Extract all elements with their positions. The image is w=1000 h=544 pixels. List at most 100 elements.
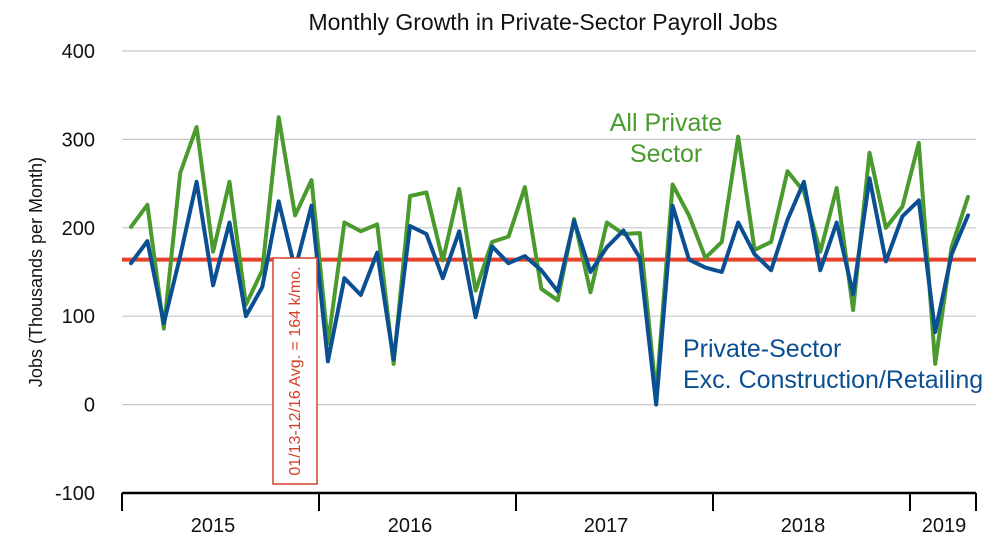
series-all-private-sector: [129, 115, 970, 397]
excl-point: [721, 272, 722, 273]
excl-point: [574, 220, 575, 221]
x-tick-label: 2017: [584, 515, 629, 537]
annotation-all-private-line1: All Private: [610, 109, 723, 137]
annotation-excl-line1: Private-Sector: [683, 335, 841, 363]
all-private-point: [344, 222, 345, 223]
all-private-point: [820, 251, 821, 252]
all-private-point: [590, 292, 591, 293]
all-private-point: [360, 231, 361, 232]
annotation-all-private-line2: Sector: [630, 140, 702, 168]
excl-point: [311, 205, 312, 206]
excl-point: [623, 230, 624, 231]
excl-point: [229, 222, 230, 223]
y-tick-label: 300: [62, 129, 95, 151]
all-private-point: [869, 152, 870, 153]
excl-point: [442, 278, 443, 279]
all-private-point: [475, 290, 476, 291]
excl-point: [426, 233, 427, 234]
all-private-point: [836, 188, 837, 189]
all-private-point: [935, 363, 936, 364]
all-private-point: [951, 247, 952, 248]
x-tick-label: 2016: [388, 515, 433, 537]
x-tick-label: 2019: [922, 515, 967, 537]
excl-point: [393, 359, 394, 360]
excl-point: [590, 272, 591, 273]
all-private-point: [689, 215, 690, 216]
excl-point: [836, 222, 837, 223]
all-private-point: [426, 192, 427, 193]
excl-point: [410, 226, 411, 227]
all-private-point: [229, 181, 230, 182]
excl-point: [689, 259, 690, 260]
excl-point: [131, 263, 132, 264]
x-axis: [121, 491, 977, 511]
excl-point: [935, 332, 936, 333]
excl-point: [803, 181, 804, 182]
excl-point: [245, 316, 246, 317]
all-private-point: [311, 180, 312, 181]
all-private-point: [278, 117, 279, 118]
all-private-point: [508, 236, 509, 237]
excl-point: [672, 205, 673, 206]
excl-point: [360, 294, 361, 295]
excl-point: [377, 252, 378, 253]
gridlines: [122, 50, 976, 406]
y-axis-label-group: Jobs (Thousands per Month): [26, 157, 46, 387]
excl-point: [885, 261, 886, 262]
x-tick-labels: 2015 2016 2017 2018 2019: [191, 515, 967, 537]
excl-point: [541, 270, 542, 271]
all-private-point: [853, 310, 854, 311]
excl-point: [853, 294, 854, 295]
excl-point: [656, 404, 657, 405]
all-private-point: [131, 226, 132, 227]
all-private-point: [902, 206, 903, 207]
all-private-point: [705, 257, 706, 258]
all-private-point: [639, 233, 640, 234]
excl-point: [180, 256, 181, 257]
all-private-point: [885, 227, 886, 228]
y-tick-label: -100: [55, 483, 95, 505]
excl-point: [968, 215, 969, 216]
excl-point: [147, 241, 148, 242]
excl-point: [213, 285, 214, 286]
excl-point: [951, 254, 952, 255]
excl-point: [557, 291, 558, 292]
excl-point: [475, 317, 476, 318]
excl-point: [738, 222, 739, 223]
all-private-point: [524, 187, 525, 188]
excl-point: [278, 201, 279, 202]
all-private-point: [918, 142, 919, 143]
all-private-point: [459, 188, 460, 189]
all-private-point: [442, 260, 443, 261]
excl-point: [705, 267, 706, 268]
average-annotation-box: [272, 257, 318, 485]
chart-title: Monthly Growth in Private-Sector Payroll…: [308, 9, 777, 35]
y-tick-label: 100: [62, 306, 95, 328]
excl-point: [327, 361, 328, 362]
y-tick-label: 400: [62, 41, 95, 63]
excl-point: [771, 270, 772, 271]
all-private-point: [672, 184, 673, 185]
average-annotation-text: 01/13-12/16 Avg. = 164 k/mo.: [287, 266, 304, 475]
x-tick-label: 2015: [191, 515, 236, 537]
excl-point: [262, 287, 263, 288]
excl-point: [508, 263, 509, 264]
all-private-point: [377, 224, 378, 225]
all-private-point: [393, 363, 394, 364]
series-private-exc-construction-retailing: [129, 176, 970, 407]
all-private-point: [606, 222, 607, 223]
y-tick-labels: 400 300 200 100 0 -100: [55, 41, 95, 505]
all-private-point: [196, 127, 197, 128]
all-private-point: [541, 288, 542, 289]
annotation-excl-line2: Exc. Construction/Retailing: [683, 366, 983, 394]
all-private-point: [721, 241, 722, 242]
excl-point: [163, 323, 164, 324]
excl-point: [492, 246, 493, 247]
all-private-point: [180, 172, 181, 173]
excl-point: [524, 256, 525, 257]
all-private-point: [163, 328, 164, 329]
excl-point: [344, 278, 345, 279]
excl-line: [129, 176, 970, 407]
y-tick-label: 0: [84, 395, 95, 417]
all-private-point: [492, 241, 493, 242]
